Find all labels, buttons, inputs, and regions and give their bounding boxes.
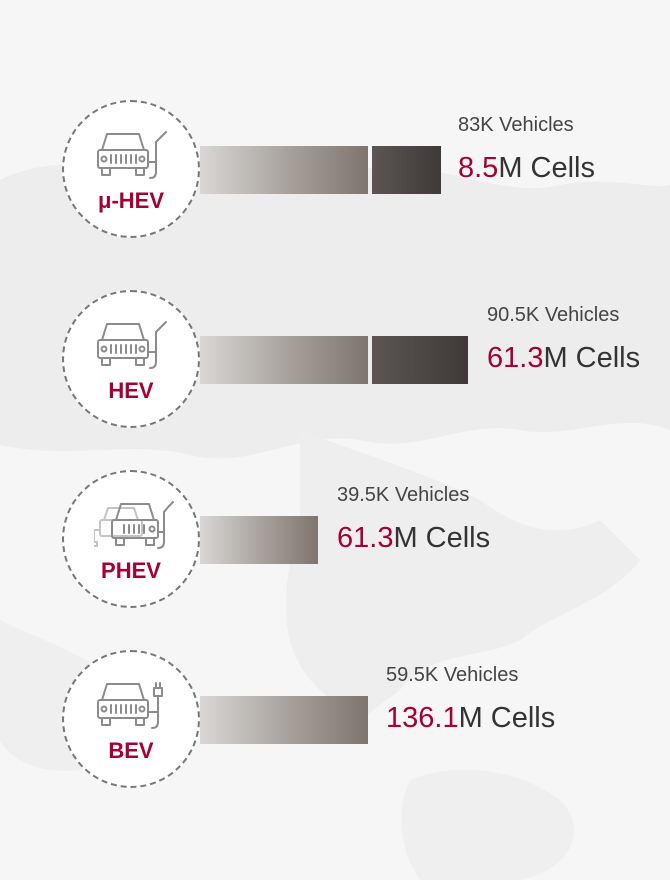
- cells-count: 61.3M Cells: [487, 342, 640, 375]
- vehicle-type-circle: BEV: [62, 650, 200, 788]
- bar-segment-dark: [372, 146, 441, 194]
- chart-row-mu-hev: μ-HEV 83K Vehicles 8.5M Cells: [0, 100, 670, 250]
- cells-unit: M Cells: [458, 702, 556, 734]
- vehicles-count: 90.5K Vehicles: [487, 304, 620, 326]
- vehicle-type-label: BEV: [108, 738, 154, 763]
- bar-segment-light: [200, 696, 368, 744]
- cells-count: 8.5M Cells: [458, 152, 595, 185]
- cells-count: 136.1M Cells: [386, 702, 555, 735]
- cells-number: 61.3: [487, 342, 544, 374]
- cells-unit: M Cells: [393, 522, 491, 554]
- vehicle-type-label: HEV: [108, 378, 154, 403]
- vehicle-type-circle: HEV: [62, 290, 200, 428]
- vehicle-type-circle: μ-HEV: [62, 100, 200, 238]
- chart-row-hev: HEV 90.5K Vehicles 61.3M Cells: [0, 290, 670, 440]
- vehicles-count: 59.5K Vehicles: [386, 664, 519, 686]
- bar-segment-light: [200, 146, 368, 194]
- vehicle-type-circle: PHEV: [62, 470, 200, 608]
- cells-number: 61.3: [337, 522, 394, 554]
- cells-number: 8.5: [458, 152, 499, 184]
- vehicle-type-label: μ-HEV: [97, 188, 165, 213]
- car-fuel-icon: [97, 131, 167, 179]
- vehicle-type-label: PHEV: [101, 558, 161, 583]
- cells-count: 61.3M Cells: [337, 522, 490, 555]
- car-plug-fuel-icon: [94, 501, 174, 549]
- cells-number: 136.1: [386, 702, 459, 734]
- bar-segment-dark: [372, 336, 468, 384]
- cells-unit: M Cells: [543, 342, 641, 374]
- car-plug-icon: [97, 682, 163, 729]
- bar-segment-light: [200, 516, 318, 564]
- car-fuel-icon: [97, 321, 167, 369]
- cells-unit: M Cells: [498, 152, 595, 184]
- vehicles-count: 83K Vehicles: [458, 114, 574, 136]
- chart-row-bev: BEV 59.5K Vehicles 136.1M Cells: [0, 650, 670, 800]
- bar-segment-light: [200, 336, 368, 384]
- chart-row-phev: PHEV 39.5K Vehicles 61.3M Cells: [0, 470, 670, 620]
- vehicles-count: 39.5K Vehicles: [337, 484, 470, 506]
